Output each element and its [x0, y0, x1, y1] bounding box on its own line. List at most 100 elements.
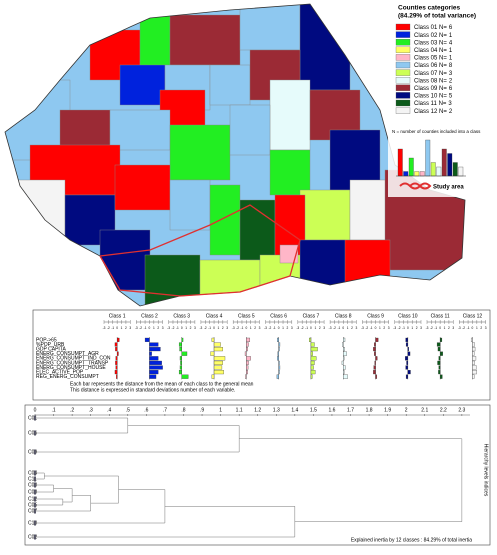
profile-bar [149, 360, 162, 365]
profile-bar [375, 356, 378, 361]
tick-label: 3 [162, 326, 164, 330]
class-title: Class 3 [173, 313, 190, 319]
tick-label: -3 [393, 326, 396, 330]
tick-label: -1 [402, 326, 405, 330]
tick-label: -2 [365, 326, 368, 330]
profile-bar [310, 342, 315, 347]
profile-bar [246, 365, 249, 370]
profile-bar [406, 360, 409, 365]
profile-bar [472, 347, 476, 352]
profile-bar [438, 356, 441, 361]
leaf-label: C05 [28, 502, 37, 508]
profile-note: This distance is expressed in standard d… [70, 387, 235, 393]
profile-bar [144, 337, 150, 342]
study-area-outline [99, 204, 301, 297]
legend-label: Class 04 N= 1 [414, 48, 453, 54]
tick-label: 3 [485, 326, 487, 330]
tick-label: 1 [153, 326, 155, 330]
tick-label: 1.9 [384, 407, 391, 413]
profile-bar [405, 342, 409, 347]
tick-label: .4 [107, 407, 111, 413]
class-title: Class 4 [206, 313, 223, 319]
profile-bar [472, 370, 477, 375]
profile-bar [405, 374, 409, 379]
tick-label: -2 [204, 326, 207, 330]
class-title: Class 2 [141, 313, 158, 319]
variable-label: ELEC_ACTIVE_POP [36, 370, 84, 376]
tick-label: 0 [245, 326, 247, 330]
profile-bar [437, 360, 441, 365]
profile-bar [179, 347, 182, 352]
profile-panel [32, 309, 491, 401]
tick-label: -3 [135, 326, 138, 330]
tick-label: 0 [375, 326, 377, 330]
tick-label: -1 [241, 326, 244, 330]
tick-label: 0 [116, 326, 118, 330]
legend-label: Class 03 N= 4 [414, 40, 453, 46]
legend-count: 5 [449, 93, 453, 99]
legend-swatch [395, 99, 411, 107]
variable-label: ENERG_CONSUMPT_IND_CON [36, 356, 111, 362]
tick-label: -1 [208, 326, 211, 330]
variable-label: GDP CAPITA [36, 347, 66, 353]
tick-label: -2 [172, 326, 175, 330]
tick-label: 1 [314, 326, 316, 330]
tick-label: -3 [264, 326, 267, 330]
profile-bar [438, 370, 441, 375]
count-bar [436, 166, 442, 177]
legend-count: 3 [448, 101, 452, 107]
profile-bar [115, 360, 118, 365]
profile-bar [407, 370, 411, 375]
profile-bar [374, 360, 376, 365]
profile-bar [310, 356, 317, 361]
profile-bar [117, 337, 120, 342]
dendro-link [35, 498, 64, 506]
tick-label: -3 [232, 326, 235, 330]
tick-label: 2 [351, 326, 353, 330]
profile-bar [181, 374, 189, 379]
profile-bar [343, 374, 348, 379]
leaf-label: C06 [28, 430, 37, 436]
tick-label: -2 [139, 326, 142, 330]
leaf-label: C10 [28, 520, 37, 526]
dendro-link [35, 484, 54, 493]
legend-label: Class 02 N= 1 [414, 32, 453, 38]
tick-label: -2 [462, 326, 465, 330]
leaf-label: C03 [28, 482, 37, 488]
legend-swatch [395, 23, 411, 31]
profile-bar [343, 337, 346, 342]
legend-swatch [395, 69, 411, 76]
profile-bar [276, 374, 279, 379]
profile-bar [375, 337, 379, 342]
class-title: Class 12 [463, 313, 483, 319]
profile-bar [246, 356, 251, 361]
legend-count: 1 [449, 55, 453, 61]
count-bar [397, 148, 403, 177]
tick-label: 0 [278, 326, 280, 330]
tick-label: 2 [125, 326, 127, 330]
legend-swatch [395, 77, 411, 84]
legend-count: 2 [449, 78, 453, 84]
tick-label: 2 [383, 326, 385, 330]
variable-label: REG_ENERG_CONSUMPT [36, 374, 99, 380]
tick-label: 1.5 [310, 407, 317, 413]
tick-label: 1 [444, 326, 446, 330]
class-title: Class 5 [238, 313, 255, 319]
profile-bar [278, 365, 281, 370]
legend-swatch [395, 92, 411, 99]
variable-label: %POP_URB [36, 342, 65, 348]
profile-bar [149, 374, 157, 379]
profile-bar [341, 360, 344, 365]
tick-label: 0 [181, 326, 183, 330]
tick-label: 0 [407, 326, 409, 330]
tick-label: 2 [416, 326, 418, 330]
legend-class: Class 03 N= [414, 40, 447, 46]
profile-bar [373, 370, 376, 375]
profile-bar [439, 337, 443, 342]
tick-label: 3 [226, 326, 228, 330]
tick-label: -2 [430, 326, 433, 330]
legend-count: 2 [449, 108, 453, 114]
profile-bar [278, 347, 280, 352]
profile-bar [245, 374, 247, 379]
